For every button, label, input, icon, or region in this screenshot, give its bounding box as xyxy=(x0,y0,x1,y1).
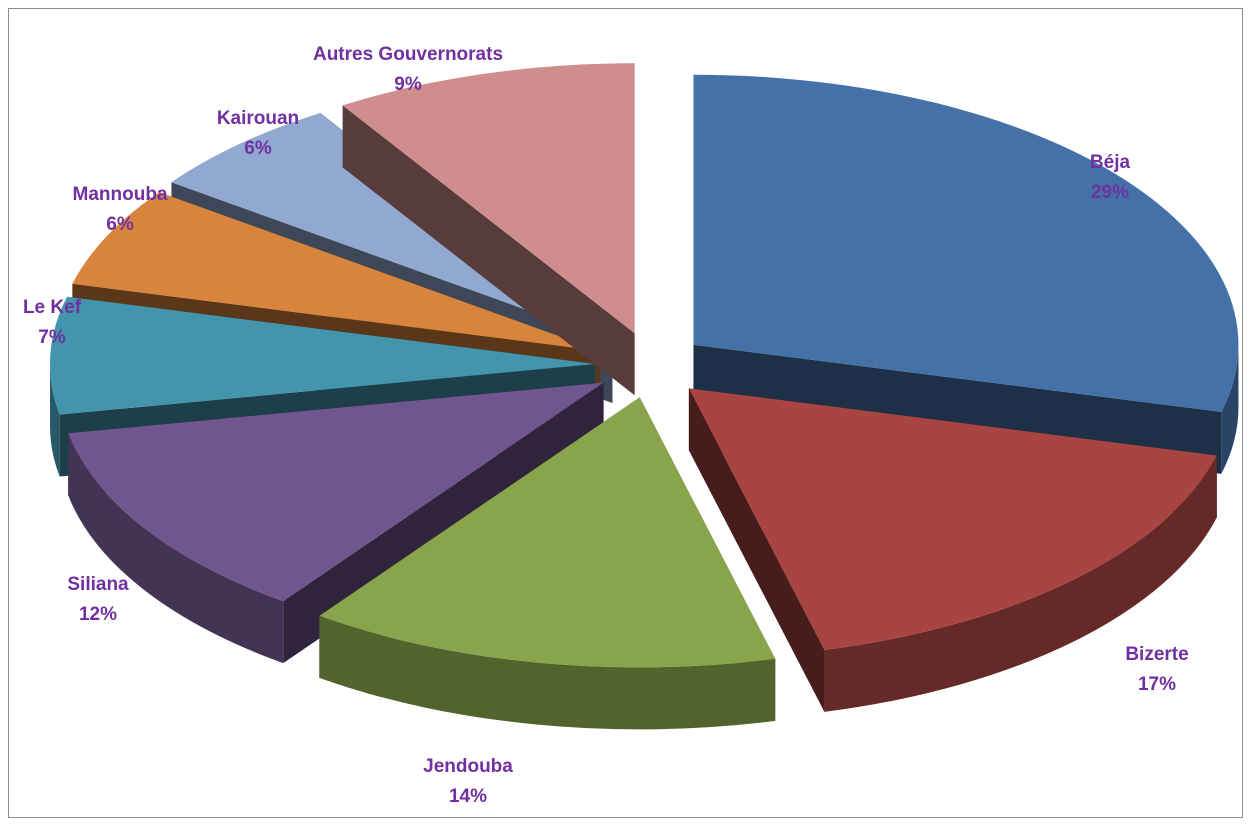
pie-slice-top xyxy=(319,397,776,668)
data-label-percent: 7% xyxy=(38,327,66,348)
data-label-category: Mannouba xyxy=(73,184,168,205)
data-label-percent: 14% xyxy=(449,786,487,807)
data-label-category: Bizerte xyxy=(1125,644,1188,665)
data-label-le-kef: Le Kef 7% xyxy=(23,297,82,348)
data-label-percent: 17% xyxy=(1138,674,1176,695)
data-label-siliana: Siliana 12% xyxy=(67,574,129,625)
pie-slice-top xyxy=(50,296,596,415)
pie-slice-outer-wall xyxy=(824,455,1217,712)
pie-slice-top xyxy=(693,74,1239,412)
pie-slice-side-wall xyxy=(688,388,825,712)
data-label-autres-gouvernorats: Autres Gouvernorats 9% xyxy=(313,44,503,95)
pie-slice-jendouba xyxy=(319,397,776,730)
data-label-jendouba: Jendouba 14% xyxy=(423,756,513,807)
pie-slice-top xyxy=(68,382,604,602)
data-label-percent: 29% xyxy=(1091,182,1129,203)
data-label-category: Jendouba xyxy=(423,756,513,777)
data-label-percent: 12% xyxy=(79,604,117,625)
data-label-percent: 6% xyxy=(244,138,272,159)
pie-slice-top xyxy=(688,388,1217,650)
pie-slice-top xyxy=(72,192,601,351)
data-label-mannouba: Mannouba 6% xyxy=(73,184,168,235)
data-label-category: Siliana xyxy=(67,574,129,595)
pie-slice-outer-wall xyxy=(68,433,284,664)
pie-slice-outer-wall xyxy=(1221,344,1239,474)
data-label-kairouan: Kairouan 6% xyxy=(217,108,299,159)
data-label-category: Le Kef xyxy=(23,297,82,318)
data-label-category: Kairouan xyxy=(217,108,299,129)
data-label-bizerte: Bizerte 17% xyxy=(1125,644,1188,695)
pie-slice-bizerte xyxy=(688,388,1217,712)
data-label-category: Autres Gouvernorats xyxy=(313,44,503,65)
pie-slice-top xyxy=(342,63,635,334)
pie-slice-outer-wall xyxy=(50,364,60,477)
data-label-beja: Béja 29% xyxy=(1090,152,1131,203)
pie-slice-autres-gouvernorats xyxy=(342,63,635,396)
pie-slice-side-wall xyxy=(342,105,635,396)
data-label-category: Béja xyxy=(1090,152,1131,173)
pie-slice-outer-wall xyxy=(319,615,776,730)
data-label-percent: 9% xyxy=(394,74,422,95)
data-label-percent: 6% xyxy=(106,214,134,235)
